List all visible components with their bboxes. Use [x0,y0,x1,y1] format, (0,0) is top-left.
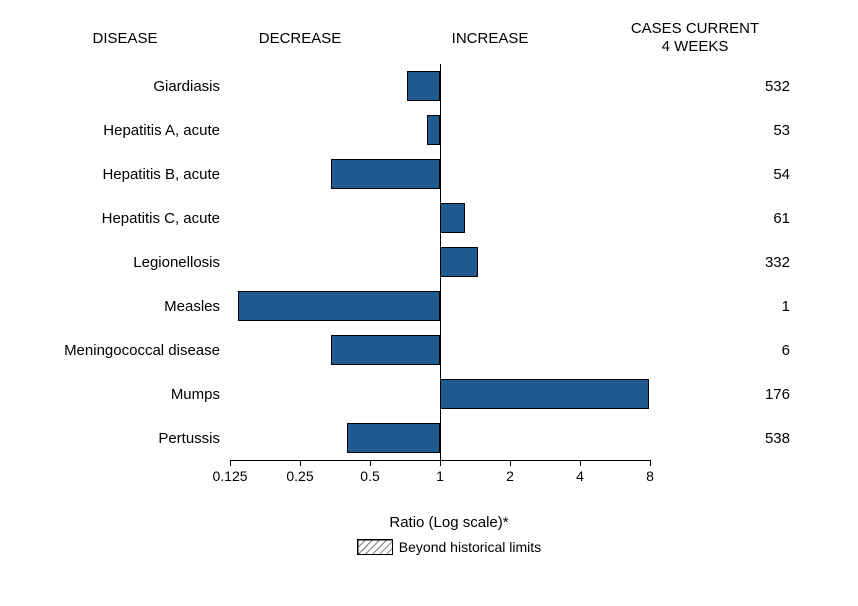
x-tick [510,460,511,466]
data-row: Hepatitis A, acute 53 [20,108,858,152]
data-row: Legionellosis 332 [20,240,858,284]
x-tick [300,460,301,466]
header-row: DISEASE DECREASE INCREASE CASES CURRENT … [20,20,858,56]
data-row: Measles 1 [20,284,858,328]
ratio-bar [347,423,440,453]
disease-label: Legionellosis [20,254,230,271]
cases-value: 54 [650,166,820,183]
cases-value: 6 [650,342,820,359]
disease-label: Giardiasis [20,78,230,95]
data-row: Meningococcal disease 6 [20,328,858,372]
ratio-bar [440,247,478,277]
ratio-bar [440,203,465,233]
cases-value: 532 [650,78,820,95]
x-tick [370,460,371,466]
disease-label: Meningococcal disease [20,342,230,359]
ratio-bar [440,379,649,409]
cases-value: 176 [650,386,820,403]
x-tick [580,460,581,466]
ratio-bar [331,159,440,189]
cases-value: 53 [650,122,820,139]
log-ratio-bar-chart: DISEASE DECREASE INCREASE CASES CURRENT … [20,20,858,586]
legend: Beyond historical limits [20,539,858,555]
x-tick-label: 2 [506,468,514,484]
cases-value: 61 [650,210,820,227]
x-tick-label: 8 [646,468,654,484]
disease-label: Hepatitis A, acute [20,122,230,139]
disease-label: Mumps [20,386,230,403]
ratio-bar [407,71,440,101]
disease-label: Measles [20,298,230,315]
cases-value: 538 [650,430,820,447]
x-tick-label: 0.25 [286,468,313,484]
x-tick-label: 4 [576,468,584,484]
header-increase: INCREASE [370,20,610,56]
data-row: Giardiasis 532 [20,64,858,108]
x-tick-label: 1 [436,468,444,484]
x-tick [440,460,441,466]
ratio-bar [331,335,440,365]
header-disease: DISEASE [20,20,230,56]
x-tick-label: 0.125 [212,468,247,484]
x-tick-label: 0.5 [360,468,379,484]
header-cases: CASES CURRENT 4 WEEKS [610,20,780,56]
x-tick [650,460,651,466]
data-row: Pertussis 538 [20,416,858,460]
header-cases-line1: CASES CURRENT [631,20,759,37]
header-decrease: DECREASE [230,20,370,56]
cases-value: 332 [650,254,820,271]
ref-line-one [440,64,441,460]
cases-value: 1 [650,298,820,315]
chart-body: Giardiasis532Hepatitis A, acute53Hepatit… [20,64,858,486]
legend-swatch-hatch [357,539,393,555]
data-row: Hepatitis B, acute 54 [20,152,858,196]
ratio-bar [238,291,440,321]
axis-title: Ratio (Log scale)* [20,514,858,531]
x-tick [230,460,231,466]
disease-label: Hepatitis C, acute [20,210,230,227]
disease-label: Hepatitis B, acute [20,166,230,183]
data-row: Hepatitis C, acute 61 [20,196,858,240]
header-cases-line2: 4 WEEKS [662,38,729,55]
data-row: Mumps 176 [20,372,858,416]
ratio-bar [427,115,440,145]
legend-label: Beyond historical limits [399,539,541,555]
disease-label: Pertussis [20,430,230,447]
